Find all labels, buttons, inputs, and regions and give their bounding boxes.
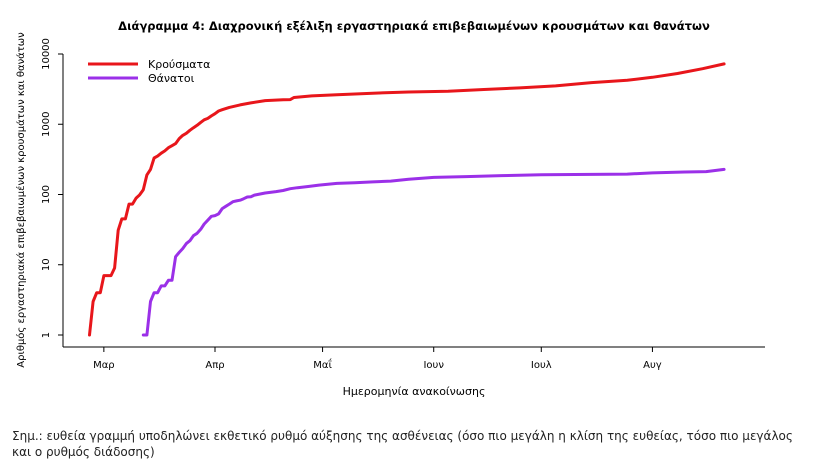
footnote: Σημ.: ευθεία γραμμή υποδηλώνει εκθετικό … [12,429,793,459]
series-layer [88,62,726,337]
legend-label-cases: Κρούσματα [148,58,210,71]
y-tick-label: 10000 [41,38,52,70]
x-axis-label: Ημερομηνία ανακοίνωσης [343,385,486,398]
y-tick-label: 100 [41,185,52,204]
x-tick-label: Απρ [205,360,224,371]
cases-series-line [88,62,726,337]
deaths-series-line [141,167,726,337]
x-tick-label: Μαρ [93,360,115,371]
chart-title: Διάγραμμα 4: Διαχρονική εξέλιξη εργαστηρ… [118,19,710,33]
x-tick-label: Μαΐ [313,357,332,371]
y-tick-label: 1 [41,332,52,338]
y-axis-ticks: 1 10 100 1000 10000 [41,38,63,338]
x-tick-label: Ιουλ [531,360,552,371]
legend: Κρούσματα Θάνατοι [88,58,210,85]
y-tick-label: 10 [41,258,52,271]
line-chart: Διάγραμμα 4: Διαχρονική εξέλιξη εργαστηρ… [15,19,765,398]
y-tick-label: 1000 [41,112,52,137]
x-axis-ticks: Μαρ Απρ Μαΐ Ιουν Ιουλ Αυγ [93,347,662,371]
plot-frame [62,54,765,348]
x-tick-label: Ιουν [423,360,444,371]
legend-label-deaths: Θάνατοι [148,72,195,85]
y-axis-label: Αριθμός εργαστηριακά επιβεβαιωμένων κρου… [15,32,27,368]
x-tick-label: Αυγ [643,360,662,371]
